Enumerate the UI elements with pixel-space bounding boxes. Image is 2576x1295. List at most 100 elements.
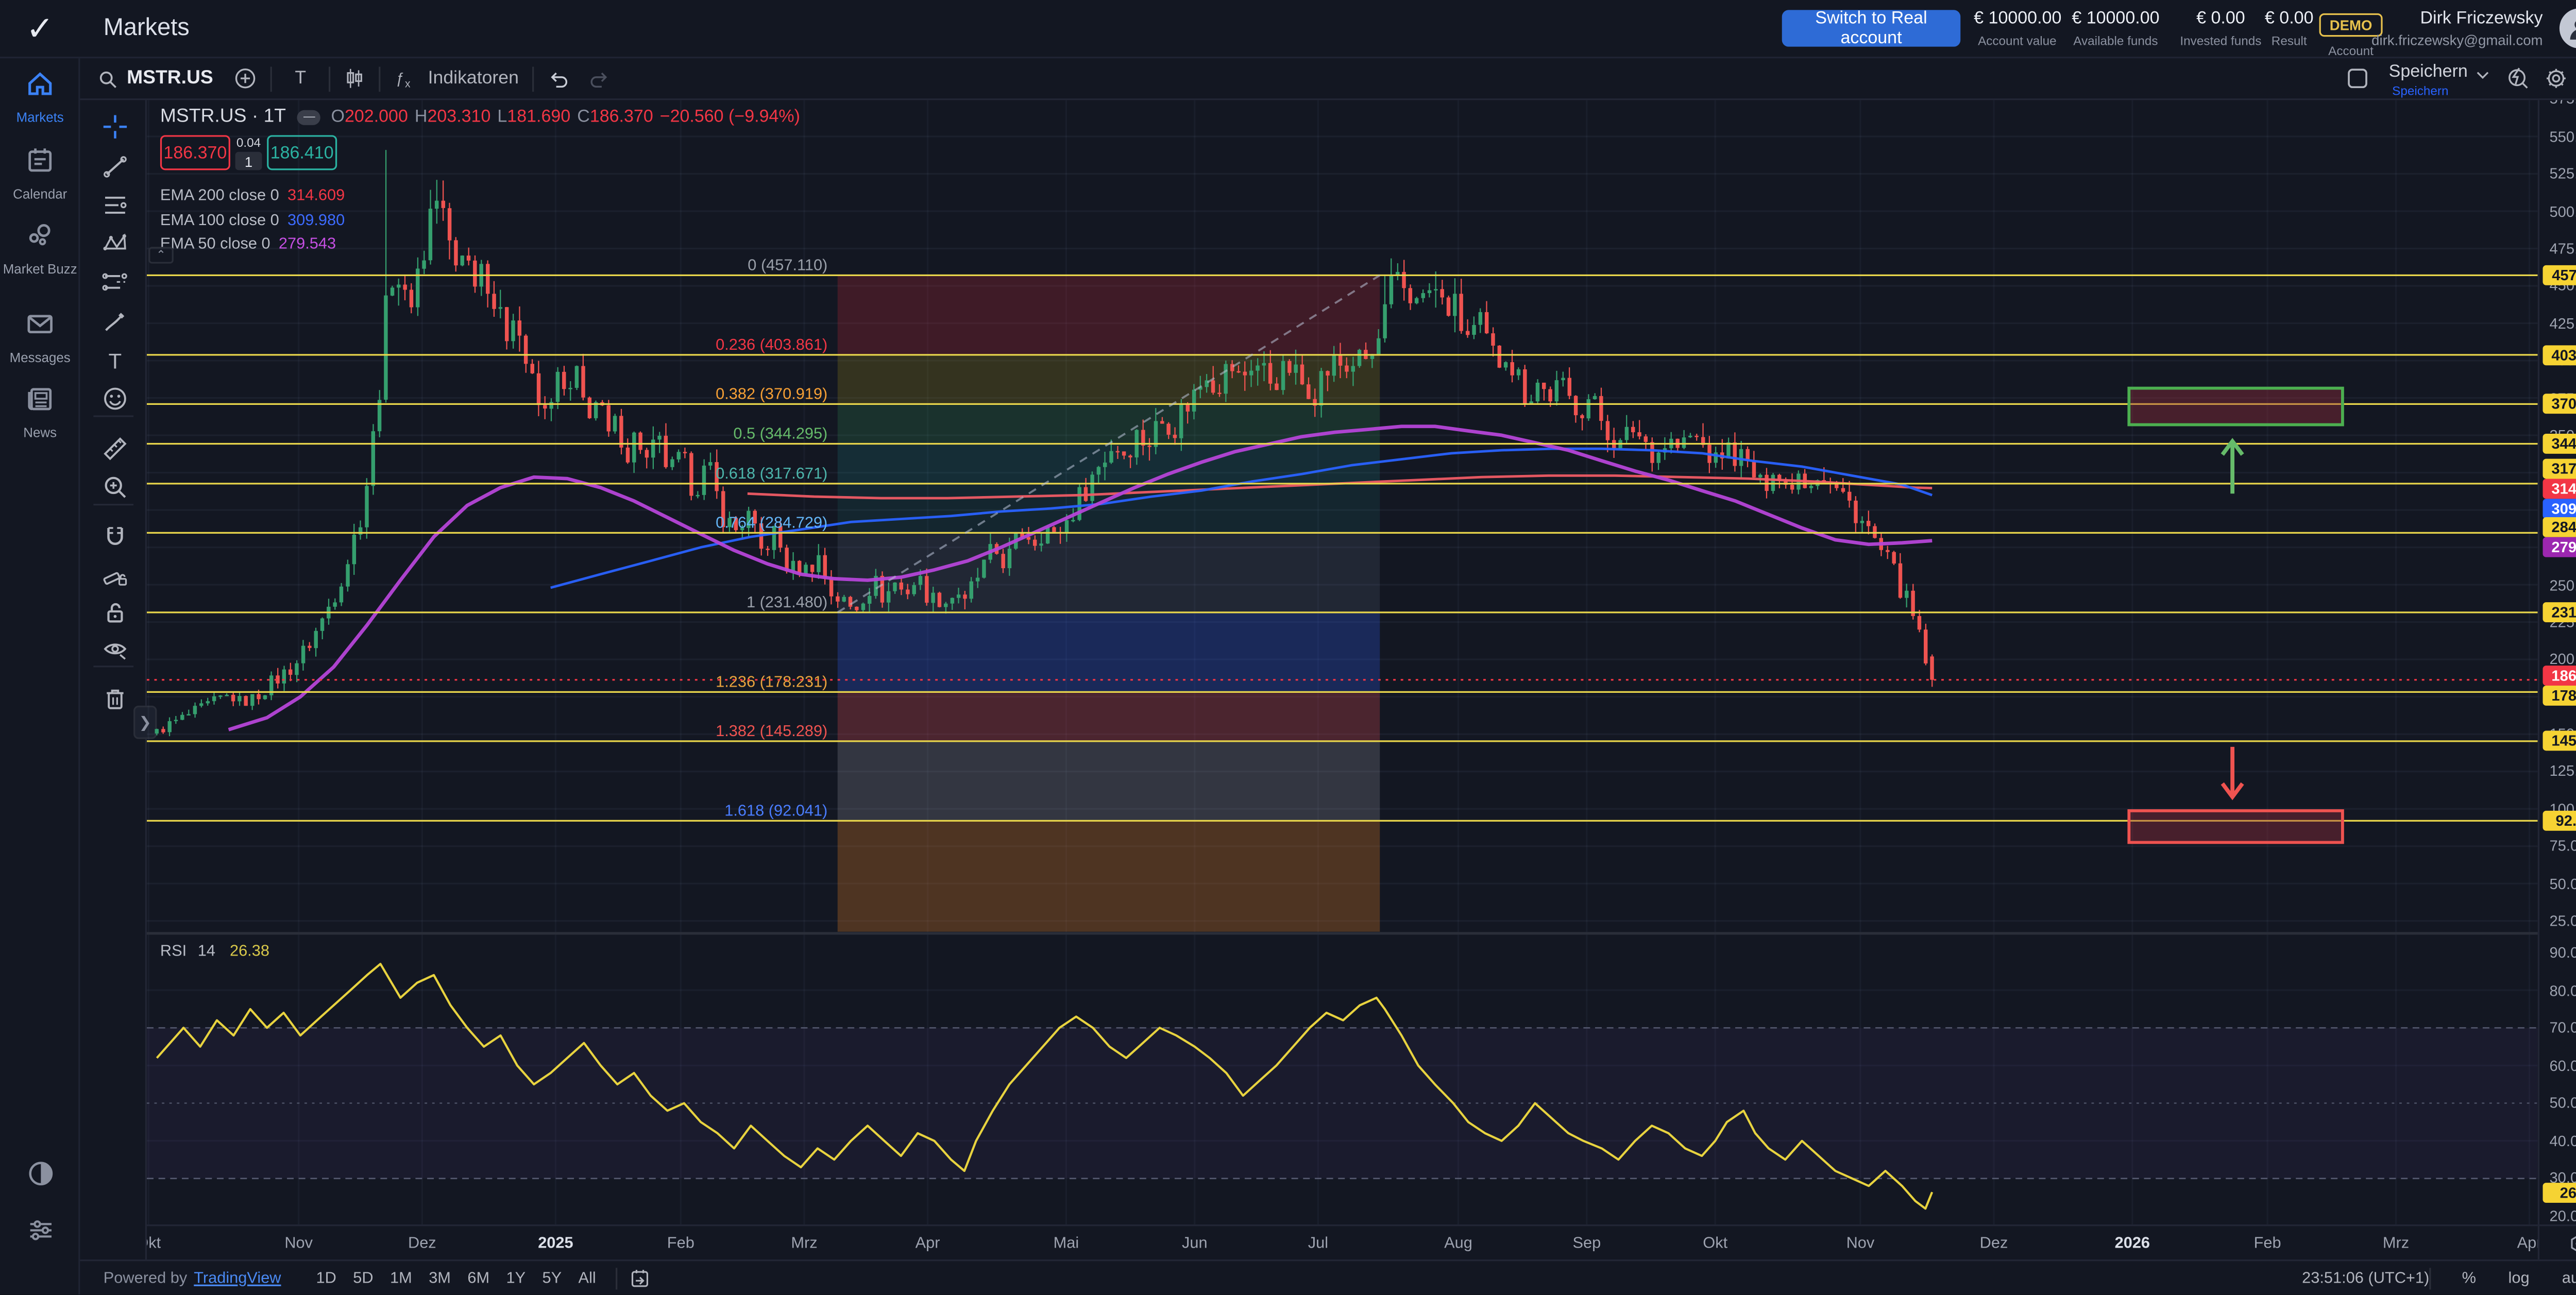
change-value: −20.560 (−9.94%) (659, 107, 800, 127)
indicator-row[interactable]: EMA 200 close 0 314.609 (160, 187, 345, 206)
zoom-in-tool[interactable] (100, 472, 128, 501)
chart-style-button[interactable] (345, 67, 366, 90)
save-layout-button[interactable]: Speichern Speichern (2389, 62, 2491, 98)
time-label: Feb (2253, 1234, 2281, 1253)
price-axis[interactable]: 575.000550.000525.000500.000475.000450.0… (2537, 100, 2576, 1225)
top-bar: ✓ Markets Switch to Real account € 10000… (0, 0, 2576, 59)
quick-search-button[interactable] (2506, 67, 2529, 99)
preferences-button[interactable] (0, 1216, 80, 1253)
avatar[interactable] (2559, 8, 2576, 48)
range-button-1y[interactable]: 1Y (506, 1268, 526, 1287)
stat-result: € 0.00 Result (2256, 8, 2323, 48)
auto-scale-button[interactable]: auto (2562, 1268, 2576, 1287)
sidebar-item-markets[interactable]: Markets (0, 69, 80, 126)
crosshair-icon (103, 114, 126, 138)
magnet-tool[interactable] (100, 522, 128, 551)
flash-search-icon (2509, 67, 2528, 89)
indicators-label: Indikatoren (428, 68, 519, 89)
time-label: Apr (2517, 1234, 2538, 1253)
fib-retracement-tool[interactable] (100, 190, 128, 218)
redo-button[interactable] (587, 67, 611, 89)
app-logo[interactable]: ✓ (0, 0, 80, 58)
tradingview-link[interactable]: TradingView (194, 1268, 281, 1287)
time-label: 2025 (538, 1234, 573, 1253)
ruler-tool[interactable] (100, 434, 128, 462)
projection-icon (101, 272, 127, 290)
sidebar-item-calendar[interactable]: Calendar (0, 145, 80, 202)
sell-button[interactable]: 186.370 (160, 135, 230, 171)
envelope-icon (27, 315, 53, 334)
layout-select-button[interactable] (2346, 67, 2369, 99)
quantity-field[interactable]: 1 (235, 151, 262, 171)
price-tick: 75.000 (2549, 838, 2576, 855)
range-button-1d[interactable]: 1D (316, 1268, 336, 1287)
toolbar-expand-button[interactable]: ❯ (133, 705, 157, 739)
price-tick: 125.000 (2549, 763, 2576, 780)
fib-retracement-icon (104, 196, 126, 213)
sidebar-item-news[interactable]: News (0, 384, 80, 441)
remove-drawings-tool[interactable] (100, 684, 128, 712)
symbol-search[interactable]: MSTR.US (97, 67, 213, 89)
time-label: Feb (667, 1234, 694, 1253)
xabcd-pattern-tool[interactable] (100, 229, 128, 257)
lock-all-tool[interactable] (100, 597, 128, 625)
svg-text:x: x (406, 77, 412, 89)
range-button-5d[interactable]: 5D (353, 1268, 374, 1287)
axis-settings-corner[interactable] (2537, 1224, 2576, 1260)
trend-line-icon (103, 155, 126, 177)
indicators-button[interactable]: ƒ x Indikatoren (395, 67, 519, 89)
chart-canvas[interactable]: 0 (457.110) 0.236 (403.861) 0.382 (370.919… (146, 100, 2538, 1225)
chevron-down-icon (2477, 72, 2489, 79)
range-button-1m[interactable]: 1M (390, 1268, 412, 1287)
toolbar-divider (93, 666, 134, 668)
add-symbol-button[interactable] (233, 67, 257, 90)
stat-invested-funds: € 0.00 Invested funds (2174, 8, 2267, 48)
indicator-row[interactable]: EMA 100 close 0 309.980 (160, 211, 345, 230)
range-button-all[interactable]: All (578, 1268, 596, 1287)
sidebar-item-market-buzz[interactable]: Market Buzz (0, 220, 80, 277)
projection-tool[interactable] (100, 267, 128, 295)
search-icon (99, 71, 116, 88)
stat-value: € 0.00 (2264, 8, 2314, 29)
hide-drawings-tool[interactable] (100, 634, 128, 662)
price-label-badge: 92.041 (2543, 810, 2576, 831)
ohlc-value: 203.310 (427, 107, 491, 127)
brush-icon (104, 312, 124, 331)
percent-scale-button[interactable]: % (2462, 1268, 2476, 1287)
price-label-badge: 279.543 (2543, 536, 2576, 557)
switch-to-real-button[interactable]: Switch to Real account (1782, 8, 1961, 48)
bottom-divider (616, 1267, 618, 1289)
price-label-badge: 145.289 (2543, 731, 2576, 752)
theme-toggle-button[interactable] (0, 1160, 80, 1196)
user-info[interactable]: Dirk Friczewsky dirk.friczewsky@gmail.co… (2371, 8, 2543, 48)
crosshair-tool[interactable] (100, 112, 128, 140)
spread-value: 0.04 (236, 135, 261, 150)
settings-button[interactable] (2545, 67, 2568, 99)
price-label-badge: 284.729 (2543, 517, 2576, 537)
goto-date-button[interactable] (630, 1267, 651, 1289)
range-button-3m[interactable]: 3M (429, 1268, 451, 1287)
price-label-badge: 231.480 (2543, 602, 2576, 623)
emoji-icon (103, 387, 126, 409)
quote-panel: 186.370 0.04 1 186.410 (160, 135, 337, 171)
indicator-row[interactable]: EMA 50 close 0 279.543 (160, 235, 336, 254)
emoji-tool[interactable] (100, 384, 128, 412)
sidebar-item-messages[interactable]: Messages (0, 309, 80, 366)
trend-line-tool[interactable] (100, 152, 128, 180)
time-label: Nov (284, 1234, 313, 1253)
stat-label: Result (2271, 33, 2307, 48)
clock[interactable]: 23:51:06 (UTC+1) (2302, 1268, 2430, 1287)
page-title: Markets (103, 15, 190, 42)
time-axis[interactable]: Okt Nov Dez 2025 Feb Mrz Apr Mai Jun Jul Aug Sep Okt… (146, 1224, 2538, 1259)
range-button-6m[interactable]: 6M (467, 1268, 490, 1287)
undo-button[interactable] (547, 67, 570, 89)
range-button-5y[interactable]: 5Y (542, 1268, 562, 1287)
brush-tool[interactable] (100, 307, 128, 335)
log-scale-button[interactable]: log (2508, 1268, 2530, 1287)
interval-button[interactable]: T (285, 69, 316, 89)
legend-hide-toggle[interactable]: — (297, 109, 321, 125)
legend-collapse-button[interactable]: ⌃ (148, 247, 174, 264)
drawing-mode-lock-tool[interactable] (100, 560, 128, 589)
buy-button[interactable]: 186.410 (267, 135, 337, 171)
text-tool-tool[interactable]: T (100, 345, 128, 373)
